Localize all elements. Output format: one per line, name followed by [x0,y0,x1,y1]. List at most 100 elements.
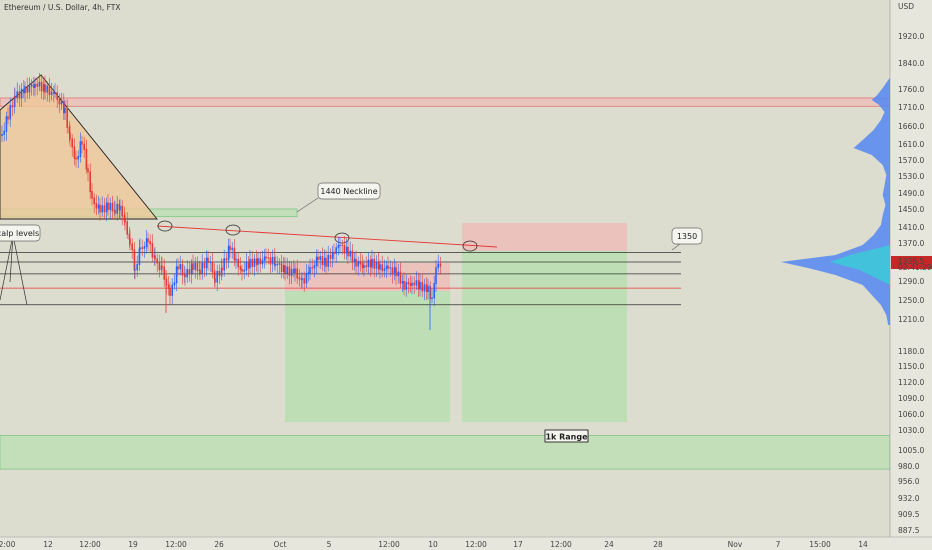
candle-body-82 [156,258,158,264]
candle-body-183 [351,250,354,262]
price-axis-unit: USD [898,2,914,11]
candle-body-14 [28,85,31,93]
candles [1,72,442,308]
candle-body-220 [425,284,428,293]
candle-body-136 [259,258,261,265]
candle-body-221 [427,286,429,293]
y-tick-8: 1490.0 [898,189,924,198]
candle-body-8 [16,91,18,99]
candle-body-29 [58,98,61,105]
x-tick-18: 14 [858,540,868,549]
candle-body-13 [26,86,28,93]
y-tick-23: 980.0 [898,462,920,471]
touch-circle-1 [225,224,241,236]
candle-body-39 [77,156,79,160]
candle-body-109 [207,257,209,263]
candle-body-146 [278,263,281,265]
price-axis-bg [890,0,932,550]
candle-body-118 [223,258,225,271]
candle-body-173 [331,251,334,259]
candle-body-87 [165,278,168,286]
candle-body-138 [263,256,266,261]
candle-body-97 [184,273,186,278]
candle-body-206 [397,271,399,277]
candle-body-62 [121,205,123,217]
candle-body-32 [64,107,66,114]
candle-body-110 [209,261,211,263]
candle-body-137 [261,259,264,265]
candle-body-52 [103,205,106,213]
y-tick-0: 1920.0 [898,32,924,41]
candle-body-84 [160,265,163,271]
x-tick-14: 28 [653,540,663,549]
candle-body-142 [271,256,274,265]
y-tick-24: 956.0 [898,477,920,486]
candle-body-127 [241,268,243,272]
y-tick-4: 1660.0 [898,122,924,131]
candle-body-73 [139,247,141,250]
volume-profile [780,78,890,325]
candle-body-42 [83,143,85,150]
candle-body-153 [293,268,295,273]
short-target-zone-2 [462,251,627,422]
candle-body-218 [421,281,423,292]
candle-body-5 [11,105,14,108]
candle-body-209 [403,280,405,290]
candle-body-193 [371,258,373,268]
candle-body-3 [7,116,9,120]
range-zone [0,435,891,470]
y-tick-3: 1710.0 [898,103,924,112]
candle-body-38 [75,157,77,160]
current-price-tag [891,256,932,269]
candle-body-50 [99,204,101,213]
candle-body-134 [255,258,258,265]
candle-body-0 [1,133,3,136]
candle-body-48 [95,203,98,209]
touch-circle-3 [462,240,478,252]
x-tick-10: 12:00 [465,540,487,549]
volume-profile-poc [830,245,890,285]
candle-body-191 [367,259,370,268]
target-callout-pointer [671,243,681,251]
candle-body-115 [218,270,221,276]
candle-body-180 [345,246,348,254]
y-tick-7: 1530.0 [898,172,924,181]
candle-body-72 [138,248,141,265]
x-tick-11: 17 [513,540,523,549]
candle-body-126 [239,266,242,270]
candle-body-77 [147,238,149,243]
candle-body-91 [173,282,176,286]
candle-body-212 [409,283,412,286]
scalp-pointer-a [0,234,14,301]
y-tick-25: 932.0 [898,494,920,503]
candle-body-120 [227,245,230,261]
y-tick-1: 1840.0 [898,59,924,68]
candle-body-178 [341,244,343,246]
y-tick-22: 1005.0 [898,446,924,455]
candle-body-55 [109,202,111,210]
candle-body-33 [66,107,68,128]
x-tick-7: 5 [327,540,332,549]
candle-body-165 [315,256,318,266]
y-tick-11: 1370.0 [898,239,924,248]
y-tick-6: 1570.0 [898,156,924,165]
candle-body-85 [161,265,163,268]
candle-body-176 [337,244,340,249]
chart-title: Ethereum / U.S. Dollar, 4h, FTX [4,3,121,12]
y-tick-18: 1120.0 [898,378,924,387]
candle-body-144 [274,264,276,267]
candle-body-154 [294,268,296,273]
candle-body-98 [186,269,188,278]
candle-body-164 [313,264,316,269]
candle-body-217 [419,281,421,290]
candle-body-53 [105,202,108,213]
candle-body-147 [280,263,283,273]
y-tick-16: 1180.0 [898,347,924,356]
range-label-box [544,429,589,443]
candle-body-184 [353,258,356,262]
candle-body-16 [33,84,35,89]
candle-body-20 [40,81,43,92]
candle-body-171 [327,254,329,267]
